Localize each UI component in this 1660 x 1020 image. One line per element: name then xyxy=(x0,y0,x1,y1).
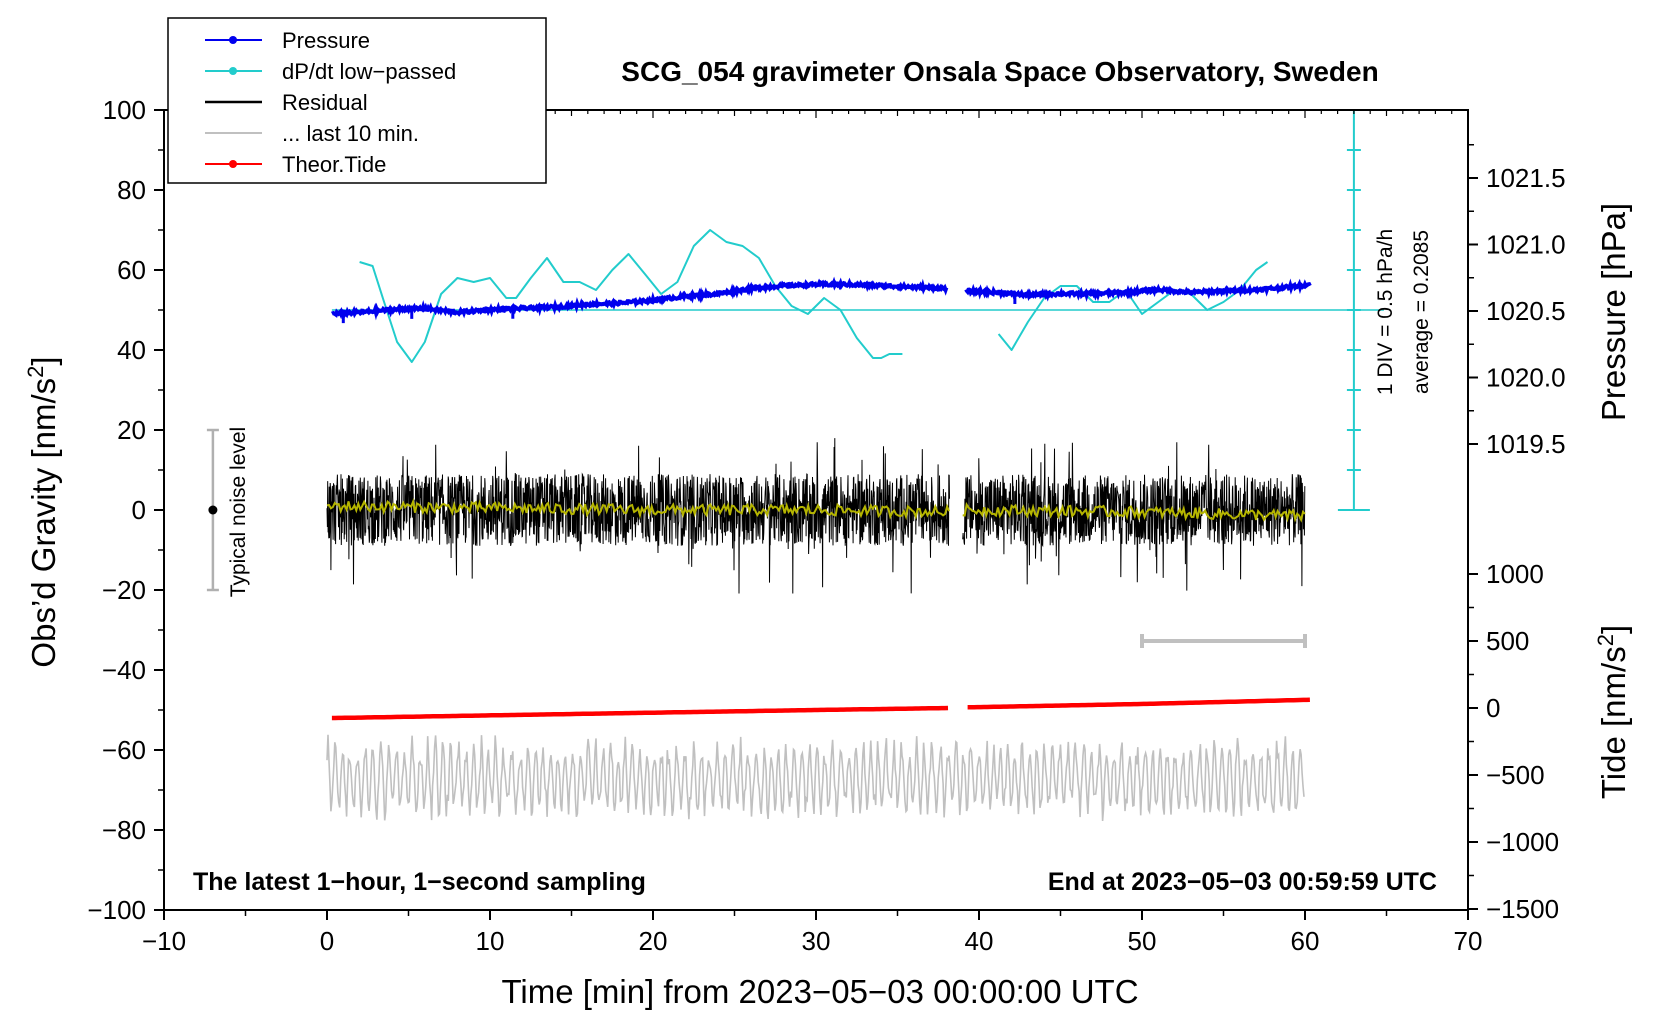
y-axis-label-tide-sup: 2 xyxy=(1593,634,1618,646)
y-tick-label: 20 xyxy=(117,415,146,445)
series-residual-smoothed xyxy=(326,497,950,521)
tide-tick-label: 0 xyxy=(1486,693,1500,723)
chart-title: SCG_054 gravimeter Onsala Space Observat… xyxy=(621,56,1378,87)
tide-tick-label: 1000 xyxy=(1486,559,1544,589)
x-tick-label: 30 xyxy=(802,926,831,956)
noise-level-label: Typical noise level xyxy=(227,427,250,597)
x-tick-label: −10 xyxy=(142,926,186,956)
tide-tick-label: 500 xyxy=(1486,626,1529,656)
legend-box xyxy=(167,17,547,184)
y-tick-label: −100 xyxy=(87,895,146,925)
x-tick-label: 0 xyxy=(320,926,334,956)
legend-label: ... last 10 min. xyxy=(282,121,419,146)
end-time-note: End at 2023−05−03 00:59:59 UTC xyxy=(1048,868,1437,896)
legend: Pressure dP/dt low−passed Residual ... last… xyxy=(167,17,547,184)
y-tick-label: 80 xyxy=(117,175,146,205)
series-residual xyxy=(962,442,1306,591)
x-axis-label: Time [min] from 2023−05−03 00:00:00 UTC xyxy=(501,973,1138,1010)
noise-bar-center xyxy=(208,505,218,515)
sampling-note: The latest 1−hour, 1−second sampling xyxy=(193,868,646,896)
x-tick-label: 20 xyxy=(639,926,668,956)
legend-label: dP/dt low−passed xyxy=(282,59,456,84)
legend-marker xyxy=(229,36,237,44)
series-residual xyxy=(326,438,950,594)
x-tick-label: 10 xyxy=(476,926,505,956)
dpdt-average-label: average = 0.2085 xyxy=(1410,230,1433,394)
y-axis-label-left-main: Obs’d Gravity [nm/s xyxy=(25,378,62,668)
legend-marker xyxy=(229,160,237,168)
tide-tick-label: −500 xyxy=(1486,760,1545,790)
tide-tick-label: −1500 xyxy=(1486,894,1559,924)
series-pressure xyxy=(964,278,1312,303)
y-axis-label-tide-close: ] xyxy=(1595,625,1632,634)
series-pressure xyxy=(331,276,949,321)
series-theor-tide xyxy=(331,705,949,721)
pressure-tick-label: 1021.5 xyxy=(1486,163,1566,193)
x-tick-label: 60 xyxy=(1291,926,1320,956)
y-axis-label-tide: Tide [nm/s2] xyxy=(1593,625,1633,799)
frame-layer: −10 0 10 20 30 40 50 60 70100806040200−20−40−60−… xyxy=(87,95,1565,956)
y-tick-label: 100 xyxy=(103,95,146,125)
y-axis-label-pressure: Pressure [hPa] xyxy=(1595,203,1632,421)
series-residual-smoothed xyxy=(962,501,1306,523)
y-tick-label: −80 xyxy=(102,815,146,845)
y-tick-label: −40 xyxy=(102,655,146,685)
dpdt-div-label: 1 DIV = 0.5 hPa/h xyxy=(1374,229,1397,395)
series-dpdt xyxy=(997,261,1269,351)
data-layer xyxy=(206,109,1384,822)
x-tick-label: 40 xyxy=(965,926,994,956)
y-tick-label: 60 xyxy=(117,255,146,285)
y-axis-label-left-sup: 2 xyxy=(23,366,48,378)
legend-marker xyxy=(229,67,237,75)
x-tick-label: 70 xyxy=(1454,926,1483,956)
y-axis-label-tide-main: Tide [nm/s xyxy=(1595,646,1632,799)
y-tick-label: −60 xyxy=(102,735,146,765)
y-tick-label: 40 xyxy=(117,335,146,365)
series-theor-tide xyxy=(967,697,1310,710)
x-tick-label: 50 xyxy=(1128,926,1157,956)
legend-label: Pressure xyxy=(282,28,370,53)
legend-label: Theor.Tide xyxy=(282,152,386,177)
tide-tick-label: −1000 xyxy=(1486,827,1559,857)
legend-label: Residual xyxy=(282,90,368,115)
series-dpdt xyxy=(359,229,903,363)
y-axis-label-left: Obs’d Gravity [nm/s2] xyxy=(23,356,63,667)
series-last-10-min xyxy=(326,734,1305,822)
y-tick-label: 0 xyxy=(132,495,146,525)
pressure-tick-label: 1019.5 xyxy=(1486,429,1566,459)
y-tick-label: −20 xyxy=(102,575,146,605)
pressure-tick-label: 1020.5 xyxy=(1486,296,1566,326)
y-axis-label-left-close: ] xyxy=(25,356,62,365)
pressure-tick-label: 1021.0 xyxy=(1486,230,1566,260)
pressure-tick-label: 1020.0 xyxy=(1486,363,1566,393)
